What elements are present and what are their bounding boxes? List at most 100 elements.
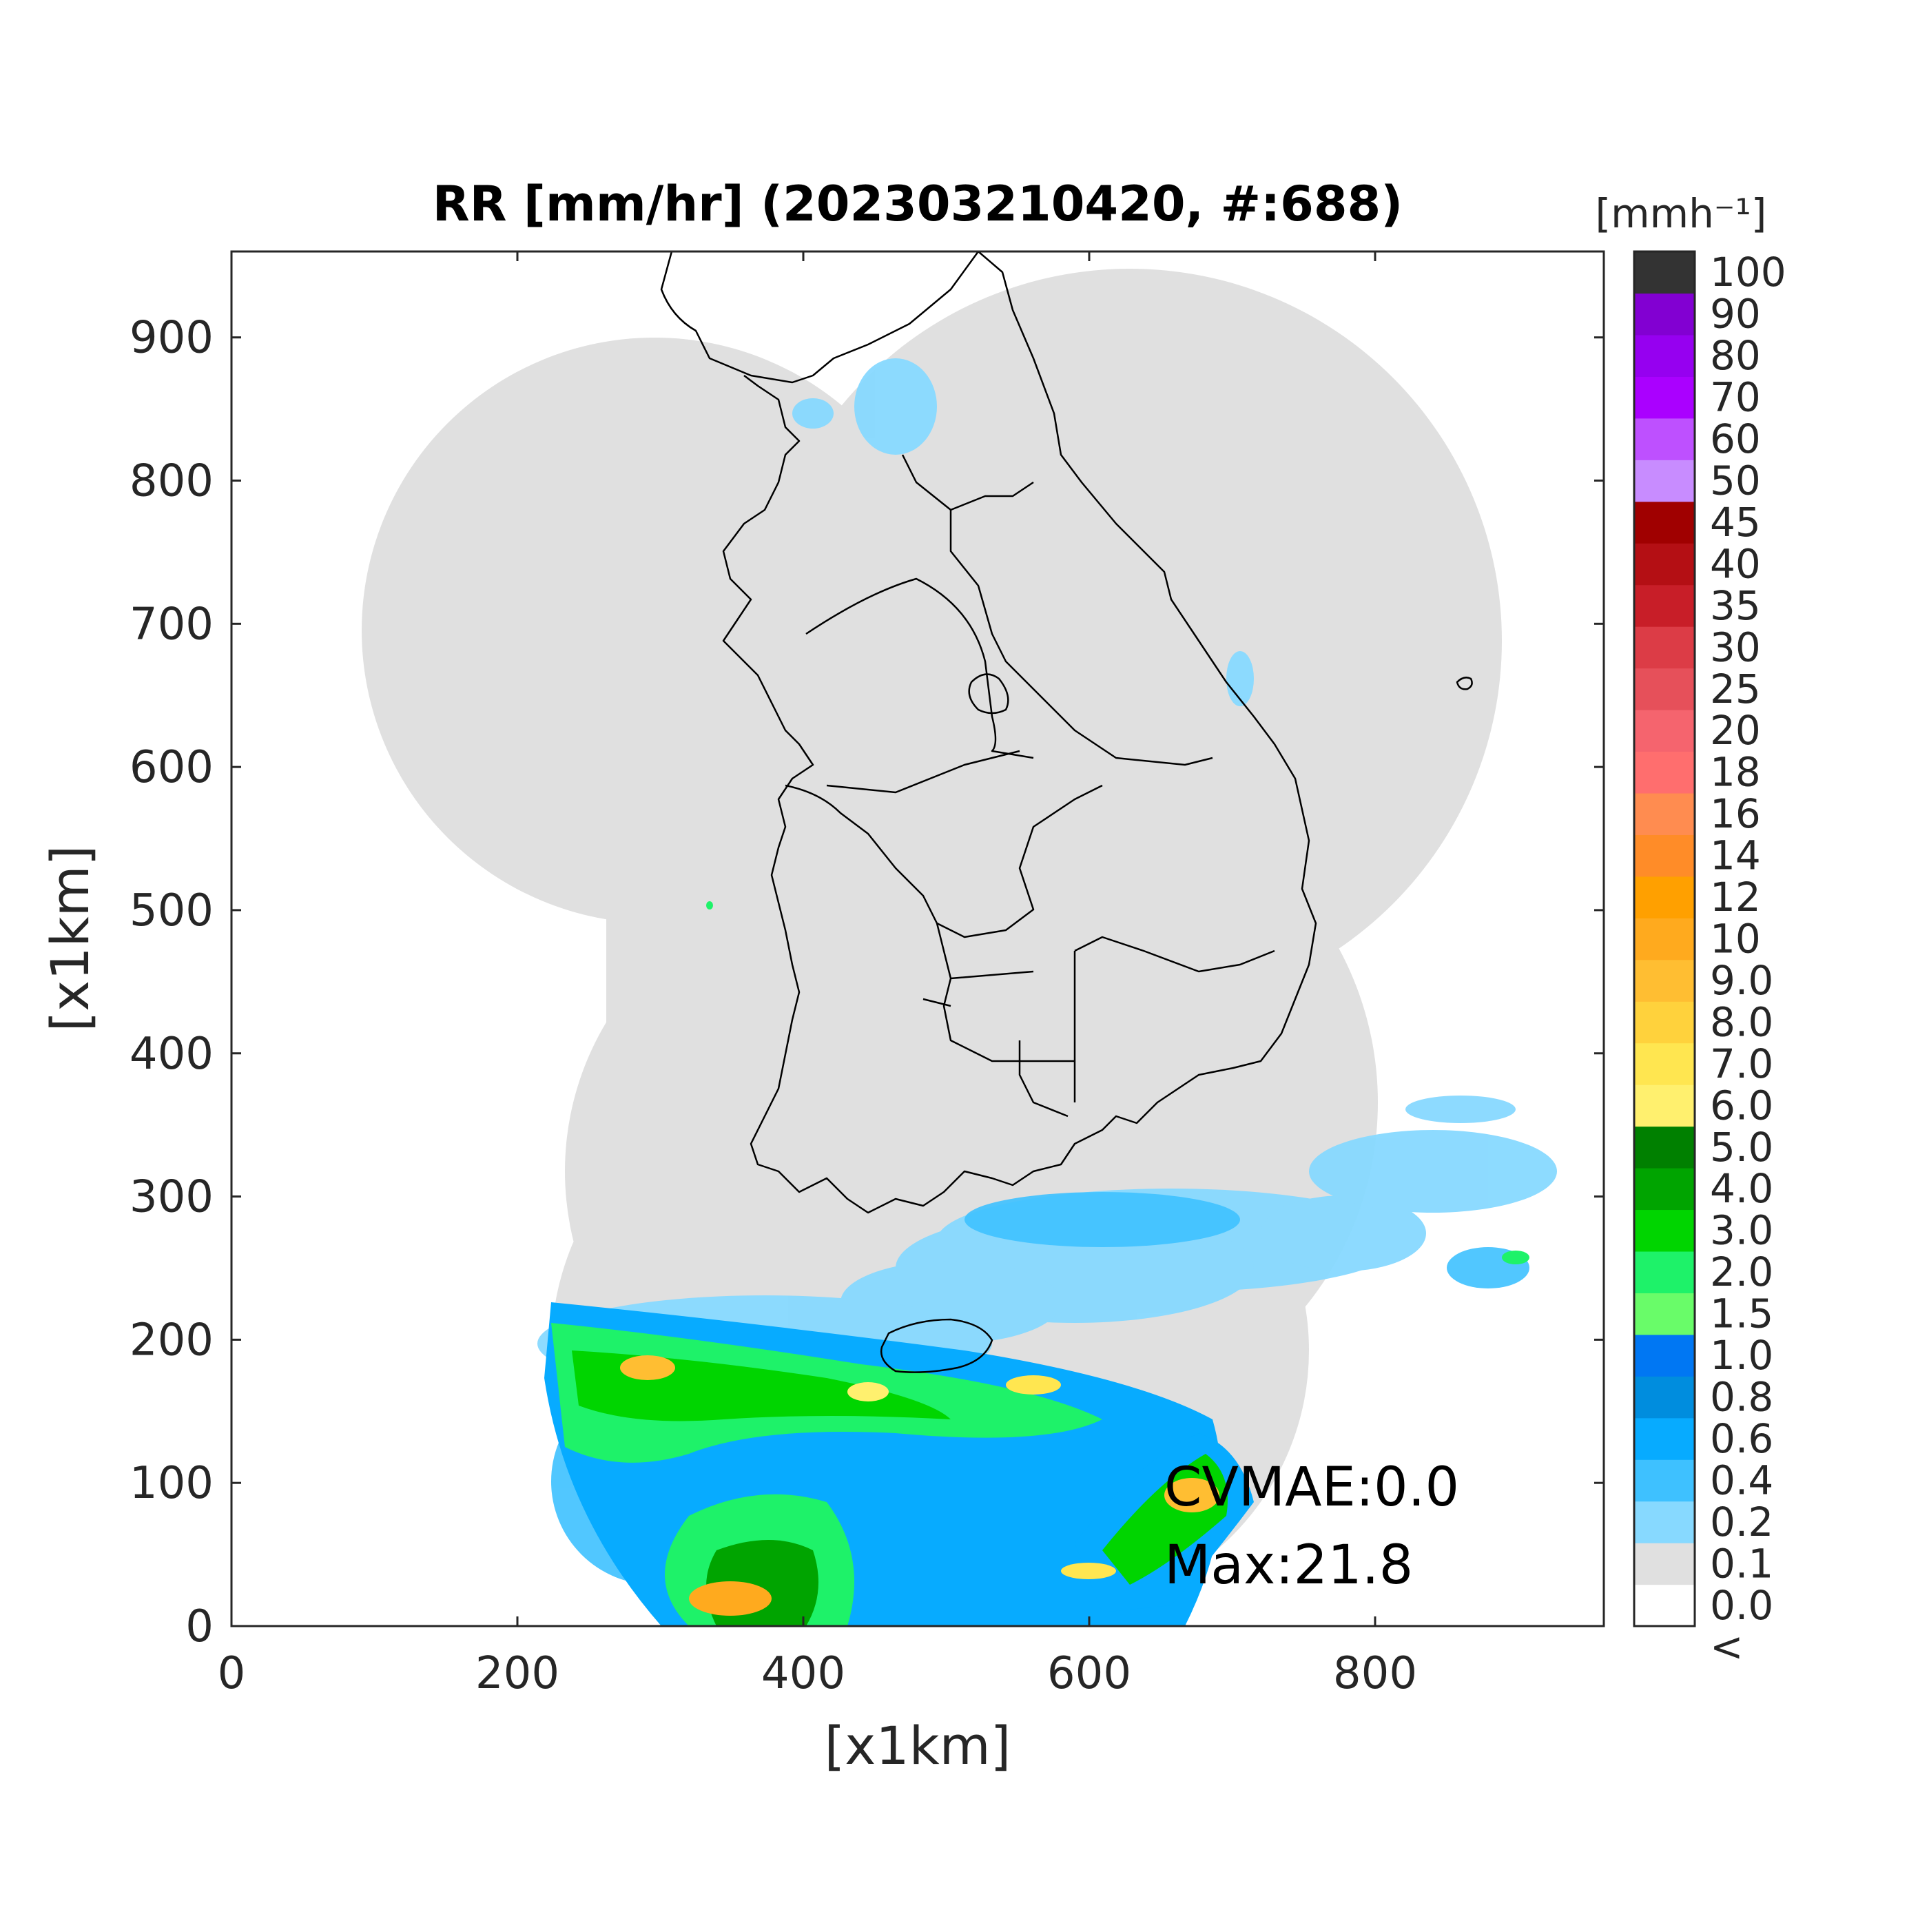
colorbar-label: 1.0 — [1710, 1332, 1773, 1379]
colorbar-label: 20 — [1710, 707, 1761, 754]
map-plot-area: 0 200 400 600 800 0 100 200 300 400 500 600 700 800 9… — [130, 250, 1605, 1699]
rain-cell-strait-blue — [964, 1192, 1240, 1247]
precip-heavy-southeast — [1061, 1433, 1254, 1612]
colorbar-swatch — [1634, 1001, 1695, 1044]
rain-band-strait-2 — [1261, 1195, 1426, 1271]
colorbar-swatch — [1634, 834, 1695, 877]
colorbar-label: 35 — [1710, 582, 1761, 629]
x-tick-label: 200 — [475, 1648, 559, 1699]
map-title: RR [mm/hr] (202303210420, #:688) — [433, 176, 1403, 232]
rain-band-southeast — [1309, 1130, 1557, 1213]
rain-band-north — [854, 358, 937, 455]
y-tick-label: 900 — [130, 313, 214, 364]
rain-cell-isolated-west — [706, 901, 713, 910]
rain-cell-se-yellow — [1061, 1563, 1116, 1579]
y-tick-label: 600 — [130, 742, 214, 793]
colorbar-swatch — [1634, 1334, 1695, 1377]
y-tick-label: 0 — [185, 1601, 214, 1652]
ulleung-island-coast — [1456, 677, 1473, 690]
rain-cell-se-orange — [1164, 1478, 1219, 1512]
colorbar-swatch — [1634, 1584, 1695, 1627]
colorbar-swatch — [1634, 1543, 1695, 1585]
colorbar-label: 0.4 — [1710, 1457, 1773, 1503]
colorbar-swatch — [1634, 1417, 1695, 1460]
y-tick-label: 500 — [130, 885, 214, 936]
colorbar-label: 0.6 — [1710, 1415, 1773, 1462]
rain-cell-yellow-1 — [847, 1382, 889, 1401]
max-annotation: Max:21.8 — [1164, 1534, 1413, 1596]
y-tick-label: 300 — [130, 1172, 214, 1223]
y-tick-label: 200 — [130, 1315, 214, 1366]
colorbar-swatch — [1634, 751, 1695, 794]
colorbar-swatch — [1634, 668, 1695, 710]
colorbar-swatch — [1634, 584, 1695, 627]
colorbar-swatches — [1634, 251, 1695, 1627]
rain-band-southeast-2 — [1405, 1096, 1516, 1123]
rain-band-north-2 — [792, 398, 834, 429]
colorbar-label: 5.0 — [1710, 1124, 1773, 1171]
x-axis-label: [x1km] — [825, 1715, 1011, 1776]
colorbar-label: 14 — [1710, 832, 1761, 879]
colorbar-swatch — [1634, 334, 1695, 377]
colorbar-label: 6.0 — [1710, 1082, 1773, 1129]
colorbar-label: 50 — [1710, 458, 1761, 504]
colorbar-label: 0.0 — [1710, 1582, 1773, 1629]
colorbar-swatch — [1634, 460, 1695, 502]
rain-cell-yellow-2 — [1006, 1375, 1061, 1395]
colorbar-label: 40 — [1710, 540, 1761, 587]
colorbar-label: 0.8 — [1710, 1374, 1773, 1421]
colorbar-label: 4.0 — [1710, 1165, 1773, 1212]
colorbar-label: 70 — [1710, 374, 1761, 421]
y-tick-label: 700 — [130, 599, 214, 650]
colorbar-swatch — [1634, 501, 1695, 544]
province-boundaries — [785, 454, 1275, 1118]
colorbar-label: 7.0 — [1710, 1040, 1773, 1087]
colorbar-label: 45 — [1710, 499, 1761, 546]
rain-cell-orange-2 — [689, 1581, 772, 1616]
colorbar-swatch — [1634, 543, 1695, 586]
colorbar-swatch — [1634, 1459, 1695, 1502]
x-tick-label: 800 — [1333, 1648, 1417, 1699]
jeju-island-coast — [880, 1318, 993, 1373]
colorbar-label: 60 — [1710, 415, 1761, 462]
rain-cell-isolated-east — [1502, 1251, 1529, 1264]
colorbar-swatch — [1634, 1293, 1695, 1335]
colorbar-label: 18 — [1710, 749, 1761, 796]
colorbar-swatch — [1634, 376, 1695, 419]
colorbar-labels: <0.00.10.20.40.60.81.01.52.03.04.05.06.0… — [1710, 249, 1786, 1670]
x-tick-label: 0 — [218, 1648, 246, 1699]
colorbar-swatch — [1634, 792, 1695, 835]
plot-frame — [230, 250, 1605, 1627]
colorbar-swatch — [1634, 626, 1695, 669]
colorbar-swatch — [1634, 1251, 1695, 1293]
colorbar-label: 80 — [1710, 332, 1761, 379]
cvmae-annotation: CVMAE:0.0 — [1164, 1457, 1459, 1519]
colorbar-swatch — [1634, 918, 1695, 960]
colorbar-swatch — [1634, 1042, 1695, 1085]
colorbar-swatch — [1634, 876, 1695, 918]
colorbar: [mmh⁻¹] <0.00.10.20.40.60.81.01.52.03.04… — [1596, 190, 1786, 1670]
colorbar-label: 16 — [1710, 790, 1761, 837]
colorbar-label: 25 — [1710, 666, 1761, 712]
rain-cell-orange-1 — [620, 1355, 675, 1380]
colorbar-swatch — [1634, 1126, 1695, 1169]
colorbar-label: 10 — [1710, 916, 1761, 963]
colorbar-label: 2.0 — [1710, 1248, 1773, 1295]
colorbar-swatch — [1634, 1168, 1695, 1211]
rain-band-east — [1226, 651, 1254, 706]
colorbar-swatch — [1634, 959, 1695, 1002]
colorbar-swatch — [1634, 293, 1695, 336]
colorbar-swatch — [1634, 1085, 1695, 1127]
korea-peninsula-coast — [660, 251, 1317, 1214]
colorbar-label: 90 — [1710, 291, 1761, 338]
colorbar-label: < — [1710, 1623, 1744, 1670]
colorbar-swatch — [1634, 418, 1695, 460]
y-axis-ticks: 0 100 200 300 400 500 600 700 800 900 — [130, 313, 1604, 1652]
precip-heavy-southwest — [544, 1302, 1222, 1626]
coastline-boundaries — [660, 251, 1473, 1373]
x-tick-label: 400 — [761, 1648, 845, 1699]
colorbar-label: 100 — [1710, 249, 1786, 296]
colorbar-swatch — [1634, 710, 1695, 752]
